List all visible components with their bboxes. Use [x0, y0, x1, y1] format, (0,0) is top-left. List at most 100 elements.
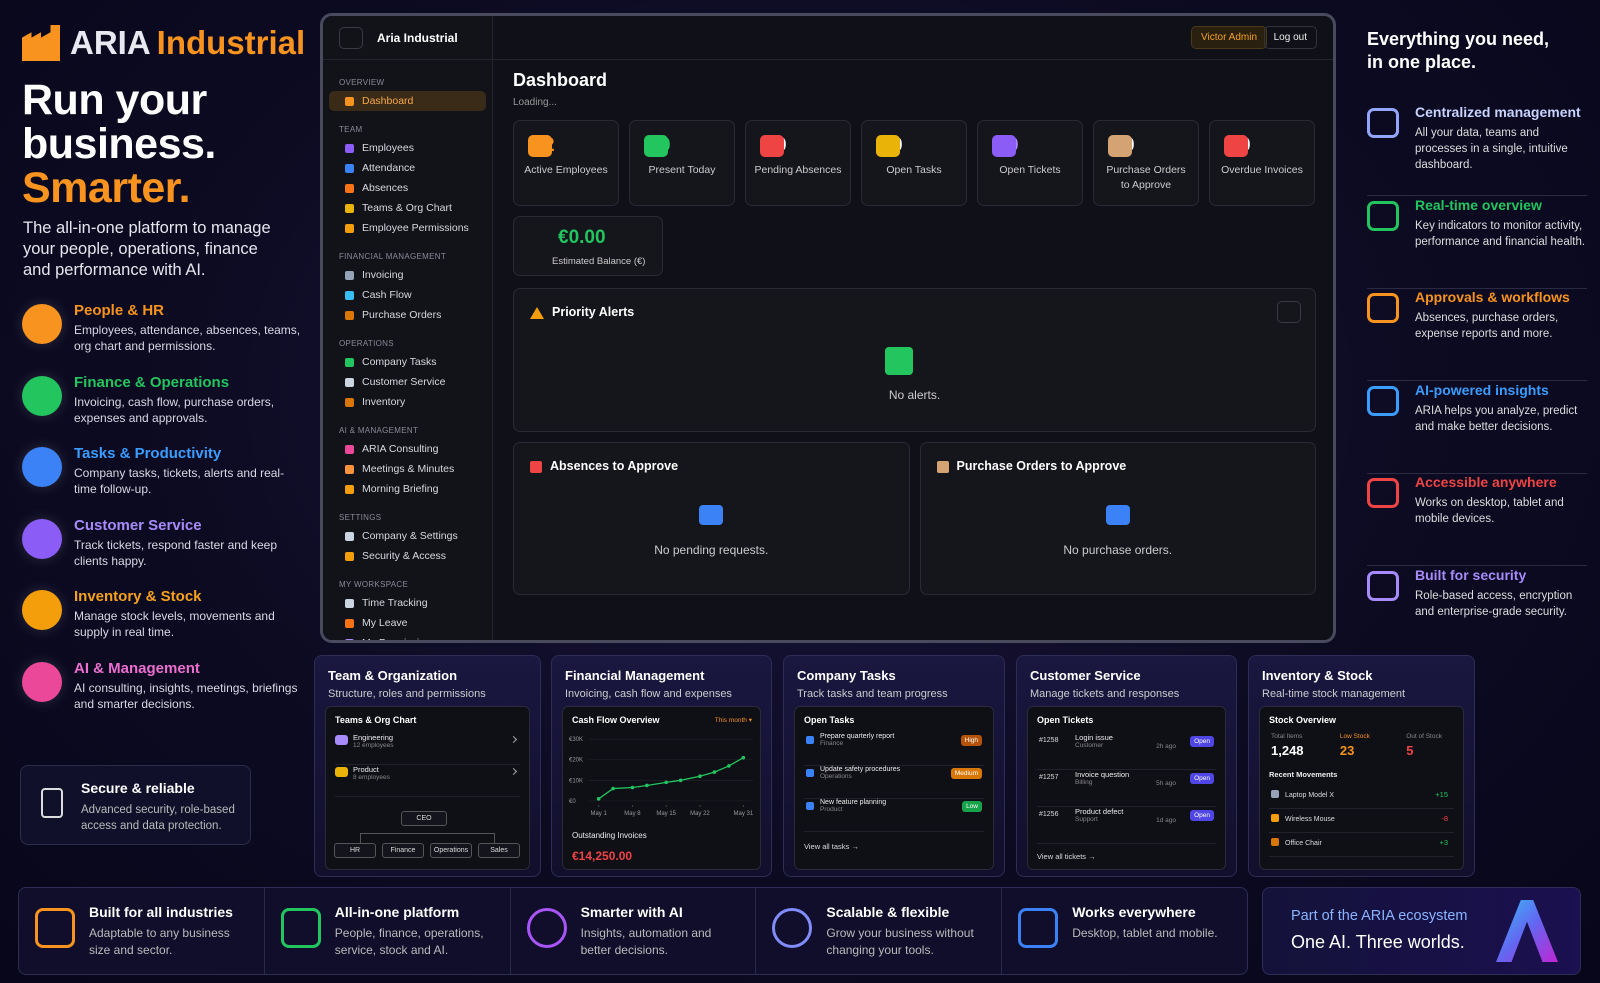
feature-icon	[22, 304, 62, 344]
right-item: Centralized management All your data, tea…	[1367, 104, 1587, 196]
card-title: Team & Organization	[328, 668, 458, 683]
sidebar-item[interactable]: Dashboard	[329, 91, 486, 111]
right-icon	[1367, 385, 1399, 416]
sidebar-item[interactable]: Company & Settings	[329, 526, 486, 546]
sidebar-item[interactable]: Customer Service	[329, 372, 486, 392]
secure-box: Secure & reliable Advanced security, role…	[20, 765, 251, 845]
right-icon	[1367, 293, 1399, 323]
module-card: Financial Management Invoicing, cash flow…	[551, 655, 772, 877]
alerts-title: Priority Alerts	[552, 305, 635, 319]
movement-change: +3	[1439, 838, 1448, 847]
org-node: Finance	[382, 843, 424, 858]
movements-title: Recent Movements	[1269, 770, 1338, 779]
data-point	[727, 764, 731, 768]
task-checkbox[interactable]	[806, 736, 814, 744]
ecosystem-kicker: Part of the ARIA ecosystem	[1291, 908, 1468, 924]
sidebar-item[interactable]: Employee Permissions	[329, 218, 486, 238]
data-point	[698, 774, 702, 778]
task-checkbox[interactable]	[806, 769, 814, 777]
sidebar-icon	[345, 203, 354, 213]
ticket-name: Invoice question	[1075, 770, 1130, 779]
x-tick-label: May 1	[590, 811, 607, 817]
card-panel: Open Tickets #1258 Login issue Customer 2h a…	[1027, 706, 1226, 870]
ticket-group: Customer	[1075, 742, 1104, 749]
card-title: Financial Management	[565, 668, 705, 683]
sidebar-item[interactable]: ARIA Consulting	[329, 439, 486, 459]
footer-item: Scalable & flexible Grow your business wi…	[756, 888, 1003, 974]
footer-title: All-in-one platform	[334, 904, 460, 920]
sidebar-item[interactable]: Company Tasks	[329, 352, 486, 372]
data-point	[741, 755, 746, 760]
sidebar-item[interactable]: Purchase Orders	[329, 305, 486, 325]
right-item-title: AI-powered insights	[1415, 381, 1549, 398]
view-all-link[interactable]: View all tasks →	[804, 842, 859, 851]
sidebar-icon	[345, 357, 354, 367]
stat-value: 0	[776, 135, 850, 157]
ticket-row: #1257 Invoice question Billing 5h ago Open	[1037, 770, 1216, 807]
footer-desc: People, finance, operations, service, st…	[334, 926, 484, 957]
sidebar-item[interactable]: Invoicing	[329, 265, 486, 285]
footer-desc: Insights, automation and better decision…	[580, 926, 712, 957]
ecosystem-box: Part of the ARIA ecosystem One AI. Three …	[1262, 887, 1581, 975]
logout-button[interactable]: Log out	[1263, 26, 1317, 49]
feature-icon	[22, 375, 62, 416]
stat-card: 0 Pending Absences	[745, 120, 851, 206]
sidebar-item[interactable]: Attendance	[329, 158, 486, 178]
sidebar-item[interactable]: Employees	[329, 138, 486, 158]
sidebar-item[interactable]: Cash Flow	[329, 285, 486, 305]
movement-change: -8	[1441, 814, 1448, 823]
approval-panel: Absences to Approve No pending requests.	[513, 442, 910, 595]
sidebar-item[interactable]: Inventory	[329, 392, 486, 412]
card-subtitle: Invoicing, cash flow and expenses	[565, 688, 732, 700]
feature-title: Customer Service	[74, 516, 202, 534]
panel-heading: Stock Overview	[1269, 715, 1337, 725]
sidebar-item[interactable]: My Permissions	[329, 633, 486, 640]
stat-value: 2	[544, 135, 618, 157]
sidebar-icon	[345, 163, 354, 173]
panel-empty: No pending requests.	[654, 543, 769, 557]
user-button[interactable]: Victor Admin	[1191, 26, 1267, 49]
stock-stat: Out of Stock 5	[1406, 733, 1442, 758]
view-all-link[interactable]: View all tickets →	[1037, 852, 1096, 861]
right-item-title: Real-time overview	[1415, 196, 1542, 213]
stock-stat: Low Stock 23	[1340, 733, 1370, 758]
sidebar-label: Inventory	[362, 396, 406, 408]
feature-desc: Manage stock levels, movements and suppl…	[74, 609, 275, 639]
panel-heading: Cash Flow Overview	[572, 715, 660, 725]
feature: Tasks & Productivity Company tasks, ticke…	[22, 445, 302, 511]
sidebar-icon	[345, 143, 354, 153]
ticket-row: #1258 Login issue Customer 2h ago Open	[1037, 733, 1216, 770]
sidebar-item[interactable]: Absences	[329, 178, 486, 198]
alerts-empty: No alerts.	[888, 388, 941, 402]
right-item-title: Built for security	[1415, 566, 1527, 583]
sidebar-label: Teams & Org Chart	[362, 202, 452, 214]
secure-title: Secure & reliable	[81, 780, 195, 796]
movement-name: Office Chair	[1285, 840, 1322, 847]
sidebar-item[interactable]: Teams & Org Chart	[329, 198, 486, 218]
period-selector[interactable]: This month ▾	[714, 717, 752, 724]
sidebar-item[interactable]: Morning Briefing	[329, 479, 486, 499]
right-item: Built for security Role-based access, enc…	[1367, 567, 1587, 659]
right-text: Built for security Role-based access, enc…	[1415, 567, 1587, 659]
refresh-button[interactable]	[1277, 301, 1301, 323]
sidebar-item[interactable]: Time Tracking	[329, 593, 486, 613]
sidebar-item[interactable]: Security & Access	[329, 546, 486, 566]
ecosystem-tagline: One AI. Three worlds.	[1291, 932, 1465, 952]
stock-stat-value: 1,248	[1271, 743, 1304, 758]
sidebar-icon	[345, 484, 354, 494]
task-name: Update safety procedures	[820, 766, 901, 773]
menu-button[interactable]	[339, 26, 363, 49]
sidebar-item[interactable]: My Leave	[329, 613, 486, 633]
team-row[interactable]: Engineering 12 employees	[335, 733, 520, 765]
stat-card: 0 Open Tickets	[977, 120, 1083, 206]
sidebar-item[interactable]: Meetings & Minutes	[329, 459, 486, 479]
x-tick-label: May 8	[624, 811, 641, 817]
x-tick-label: May 15	[656, 811, 676, 817]
feature: Inventory & Stock Manage stock levels, mo…	[22, 588, 302, 654]
team-row[interactable]: Product 8 employees	[335, 765, 520, 797]
stat-icon	[1108, 135, 1132, 157]
logo-icon	[22, 25, 60, 61]
sidebar-icon	[345, 464, 354, 474]
card-subtitle: Real-time stock management	[1262, 688, 1406, 700]
task-checkbox[interactable]	[806, 802, 814, 810]
